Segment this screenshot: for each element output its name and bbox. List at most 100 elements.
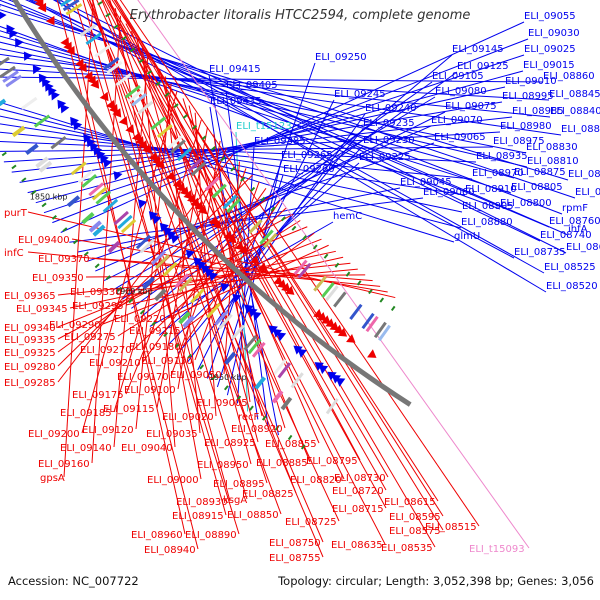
forward-gene-label[interactable]: ELI_09385 — [254, 136, 306, 147]
reverse-gene-label[interactable]: ELI_09035 — [146, 429, 198, 440]
forward-gene-label[interactable]: ELI_09240 — [365, 103, 417, 114]
reverse-gene-label[interactable]: ELI_09345 — [16, 304, 68, 315]
reverse-gene-label[interactable]: ELI_09100 — [124, 385, 176, 396]
forward-gene-label[interactable]: glmU — [454, 231, 480, 242]
reverse-gene-label[interactable]: ELI_09170 — [117, 372, 169, 383]
reverse-gene-label[interactable]: ELI_08940 — [144, 545, 196, 556]
forward-gene-label[interactable]: ELI_08845 — [549, 89, 600, 100]
reverse-gene-label[interactable]: ELI_09335 — [4, 335, 56, 346]
forward-gene-label[interactable]: ELI_09025 — [524, 44, 576, 55]
reverse-gene-label[interactable]: ELI_08595 — [389, 512, 441, 523]
forward-gene-label[interactable]: ELI_08810 — [527, 156, 579, 167]
reverse-gene-label[interactable]: ELI_09200 — [28, 429, 80, 440]
reverse-gene-label[interactable]: ELI_09340 — [4, 323, 56, 334]
reverse-gene-label[interactable]: ELI_08750 — [269, 538, 321, 549]
forward-gene-label[interactable]: ELI_09260 — [283, 164, 335, 175]
reverse-gene-label[interactable]: ksgA — [223, 495, 247, 506]
reverse-gene-label[interactable]: ELI_09290 — [49, 320, 101, 331]
forward-gene-label[interactable]: ELI_09015 — [523, 60, 575, 71]
reverse-gene-label[interactable]: ELI_09130 — [141, 356, 193, 367]
forward-gene-label[interactable]: ELI_09030 — [528, 28, 580, 39]
reverse-gene-label[interactable]: ELI_09275 — [64, 332, 116, 343]
reverse-gene-label[interactable]: ELI_08515 — [425, 522, 477, 533]
forward-gene-label[interactable]: ELI_09105 — [432, 71, 484, 82]
reverse-gene-label[interactable]: ELI_09325 — [4, 348, 56, 359]
forward-gene-label[interactable]: ELI_09080 — [435, 86, 487, 97]
forward-gene-label[interactable]: ELI_08760 — [549, 216, 600, 227]
forward-gene-label[interactable]: ELI_08860 — [543, 71, 595, 82]
reverse-gene-label[interactable]: ELI_08615 — [384, 497, 436, 508]
reverse-gene-label[interactable]: ELI_08575 — [389, 526, 441, 537]
reverse-gene-label[interactable]: ELI_09120 — [82, 425, 134, 436]
forward-gene-label[interactable]: ELI_08835 — [561, 124, 600, 135]
reverse-gene-label[interactable]: ELI_09215 — [129, 326, 181, 337]
reverse-gene-label[interactable]: ELI_08930 — [176, 497, 228, 508]
forward-gene-label[interactable]: ELI_09415 — [209, 64, 261, 75]
reverse-gene-label[interactable]: ELI_08895 — [213, 479, 265, 490]
reverse-gene-label[interactable]: ELI_08720 — [332, 486, 384, 497]
forward-gene-label[interactable]: ELI_08800 — [500, 198, 552, 209]
reverse-gene-label[interactable]: ELI_09185 — [60, 408, 112, 419]
reverse-gene-label[interactable]: ELI_09005 — [196, 398, 248, 409]
reverse-gene-label[interactable]: ELI_09040 — [121, 443, 173, 454]
forward-gene-label[interactable]: ELI_09060 — [423, 187, 475, 198]
reverse-gene-label[interactable]: ELI_08850 — [227, 510, 279, 521]
forward-gene-label[interactable]: ELI_08905 — [462, 201, 514, 212]
reverse-gene-label[interactable]: ELI_09160 — [38, 459, 90, 470]
reverse-gene-label[interactable]: ELI_09280 — [4, 362, 56, 373]
forward-gene-label[interactable]: ELI_08875 — [514, 167, 566, 178]
forward-gene-label[interactable]: rpmF — [562, 203, 588, 214]
forward-gene-label[interactable]: ELI_08880 — [461, 217, 513, 228]
reverse-gene-label[interactable]: ELI_09295 — [72, 301, 124, 312]
forward-gene-label[interactable]: ELI_08935 — [476, 151, 528, 162]
reverse-gene-label[interactable]: ELI_08795 — [306, 456, 358, 467]
reverse-gene-label[interactable]: recF — [238, 412, 260, 423]
forward-gene-label[interactable]: ihfA — [568, 224, 588, 235]
reverse-gene-label[interactable]: ELI_08820 — [290, 475, 342, 486]
reverse-gene-label[interactable]: ELI_09180 — [129, 342, 181, 353]
reverse-gene-label[interactable]: ELI_08755 — [269, 553, 321, 564]
forward-gene-label[interactable]: ELI_09250 — [315, 52, 367, 63]
reverse-gene-label[interactable]: ELI_09175 — [72, 390, 124, 401]
reverse-gene-label[interactable]: ELI_08890 — [185, 530, 237, 541]
reverse-gene-label[interactable]: ELI_09285 — [4, 378, 56, 389]
reverse-gene-label[interactable]: gpsA — [40, 473, 65, 484]
reverse-gene-label[interactable]: ELI_09000 — [147, 475, 199, 486]
forward-gene-label[interactable]: ELI_09055 — [524, 11, 576, 22]
reverse-gene-label[interactable]: infC — [4, 248, 24, 259]
reverse-gene-label[interactable]: ELI_09140 — [60, 443, 112, 454]
reverse-gene-label[interactable]: ELI_t15093 — [469, 544, 525, 555]
forward-gene-label[interactable]: ELI_09265 — [281, 150, 333, 161]
reverse-gene-label[interactable]: ELI_09220 — [114, 314, 166, 325]
forward-gene-label[interactable]: ELI_09230 — [363, 135, 415, 146]
reverse-gene-label[interactable]: ELI_08825 — [242, 489, 294, 500]
forward-gene-label[interactable]: ELI_09045 — [400, 177, 452, 188]
reverse-gene-label[interactable]: ELI_09365 — [4, 291, 56, 302]
reverse-gene-label[interactable]: ELI_08885 — [256, 458, 308, 469]
forward-gene-label[interactable]: ELI_08745 — [568, 169, 600, 180]
forward-gene-label[interactable]: ELI_08995 — [502, 91, 554, 102]
forward-gene-label[interactable]: ELI_08525 — [544, 262, 596, 273]
forward-gene-label[interactable]: ELI_08840 — [550, 106, 600, 117]
forward-gene-label[interactable]: ELI_09235 — [363, 118, 415, 129]
forward-gene-label[interactable]: hemC — [333, 211, 362, 222]
forward-gene-label[interactable]: ELI_08830 — [526, 142, 578, 153]
forward-gene-label[interactable]: ELI_08970 — [472, 168, 524, 179]
reverse-gene-label[interactable]: ELI_08855 — [265, 439, 317, 450]
forward-gene-label[interactable]: ELI_08520 — [546, 281, 598, 292]
forward-gene-label[interactable]: ELI_08980 — [500, 121, 552, 132]
reverse-gene-label[interactable]: ELI_09020 — [162, 412, 214, 423]
reverse-gene-label[interactable]: ELI_09330 — [70, 287, 122, 298]
forward-gene-label[interactable]: ELI_08740 — [540, 230, 592, 241]
forward-gene-label[interactable]: ELI_09435 — [210, 96, 262, 107]
reverse-gene-label[interactable]: ELI_09370 — [38, 254, 90, 265]
forward-gene-label[interactable]: ELI_09405 — [226, 80, 278, 91]
forward-gene-label[interactable]: ELI_08805 — [511, 182, 563, 193]
forward-gene-label[interactable]: ELI_t15123 — [236, 121, 292, 132]
reverse-gene-label[interactable]: ELI_08950 — [197, 460, 249, 471]
forward-gene-label[interactable]: ELI_09075 — [445, 101, 497, 112]
reverse-gene-label[interactable]: ELI_09210 — [89, 358, 141, 369]
reverse-gene-label[interactable]: ELI_09115 — [103, 404, 155, 415]
forward-gene-label[interactable]: ELI_08605 — [566, 242, 600, 253]
forward-gene-label[interactable]: ELI_08985 — [512, 106, 564, 117]
